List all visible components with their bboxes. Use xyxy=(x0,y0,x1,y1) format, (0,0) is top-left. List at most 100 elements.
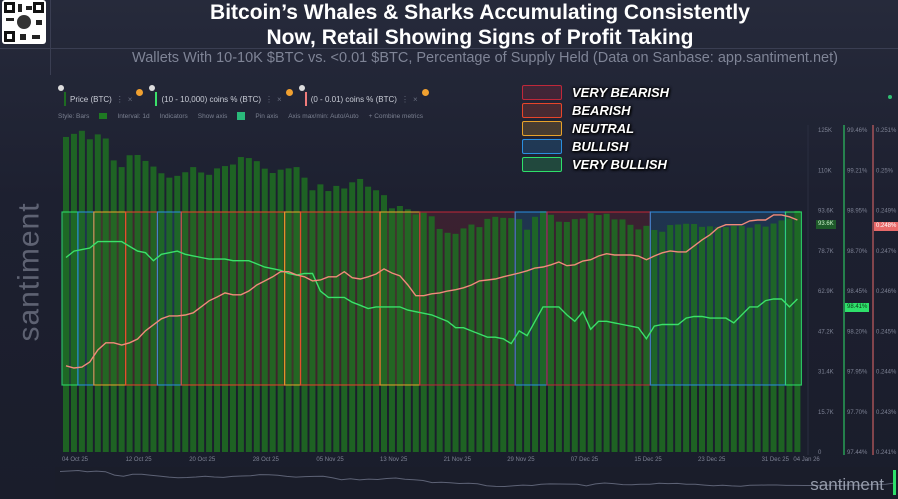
legend-label: VERY BEARISH xyxy=(572,85,670,100)
price-bar xyxy=(516,219,523,452)
legend-swatch xyxy=(522,103,562,118)
price-bar xyxy=(285,168,292,453)
price-bar xyxy=(325,191,332,452)
price-bar xyxy=(603,213,610,452)
metric-label: (0 - 0.01) coins % (BTC) xyxy=(310,94,397,104)
title-line-2: Now, Retail Showing Signs of Profit Taki… xyxy=(266,26,694,49)
alert-dot-icon[interactable] xyxy=(136,88,144,96)
more-icon[interactable]: ⋮ xyxy=(400,94,409,104)
x-axis-tick: 23 Dec 25 xyxy=(698,457,726,463)
more-icon[interactable]: ⋮ xyxy=(115,94,124,104)
price-bar xyxy=(102,138,109,452)
price-bar xyxy=(714,227,721,452)
legend-swatch xyxy=(522,85,562,100)
price-axis-tick: 31.4K xyxy=(818,370,834,376)
price-bar xyxy=(237,157,244,452)
price-bar xyxy=(524,229,531,452)
x-axis-tick: 05 Nov 25 xyxy=(316,457,344,463)
retail-axis-tick: 0.251% xyxy=(876,128,897,134)
price-bar xyxy=(118,167,125,452)
price-bar xyxy=(571,219,578,452)
x-axis-tick: 21 Nov 25 xyxy=(444,457,472,463)
legend-swatch xyxy=(522,157,562,172)
qr-code-icon xyxy=(2,0,46,44)
retail-current-badge: 0.248% xyxy=(874,222,898,231)
metric-retail[interactable]: (0 - 0.01) coins % (BTC) ⋮ × xyxy=(298,85,429,106)
pin-icon[interactable] xyxy=(149,85,156,91)
price-bar xyxy=(110,160,117,453)
alert-dot-icon[interactable] xyxy=(421,88,429,96)
price-bar xyxy=(229,164,236,452)
navigator-handle xyxy=(893,470,896,495)
legend-swatch xyxy=(522,139,562,154)
legend-item: BULLISH xyxy=(522,138,628,155)
price-bar xyxy=(476,227,483,452)
price-bar xyxy=(460,228,467,452)
style-dropdown[interactable]: Style: Bars xyxy=(58,112,90,120)
price-bar xyxy=(691,224,698,452)
price-bar xyxy=(214,168,221,453)
price-bar xyxy=(412,214,419,452)
color-picker[interactable] xyxy=(99,113,108,119)
price-bar xyxy=(635,229,642,452)
interval-dropdown[interactable]: Interval: 1d xyxy=(117,112,150,120)
whales-axis-tick: 97.95% xyxy=(847,370,868,376)
retail-axis-tick: 0.246% xyxy=(876,289,897,295)
price-axis-tick: 125K xyxy=(818,128,832,134)
pin-icon[interactable] xyxy=(58,85,64,91)
price-bar xyxy=(341,188,348,452)
pin-icon[interactable] xyxy=(298,85,305,91)
metric-label: Price (BTC) xyxy=(70,94,112,104)
price-axis-tick: 110K xyxy=(818,168,832,174)
navigator-line xyxy=(59,469,896,488)
price-bar xyxy=(388,208,395,452)
combine-metrics-button[interactable]: + Combine metrics xyxy=(368,112,424,120)
price-bar xyxy=(492,216,499,452)
price-bar xyxy=(174,175,181,453)
page-title: Bitcoin’s Whales & Sharks Accumulating C… xyxy=(150,0,810,50)
show-axis-label: Show axis xyxy=(197,112,228,120)
header-divider-vertical xyxy=(50,0,51,75)
price-bar xyxy=(150,166,157,452)
subtitle: Wallets With 10-10K $BTC vs. <0.01 $BTC,… xyxy=(132,50,838,66)
price-bar xyxy=(126,155,133,452)
price-bar xyxy=(555,221,562,452)
price-bar xyxy=(611,219,618,452)
pin-axis-toggle[interactable]: Pin axis xyxy=(255,112,279,120)
retail-axis-tick: 0.25% xyxy=(876,168,894,174)
whales-axis-tick: 98.70% xyxy=(847,249,868,255)
navigator-panel xyxy=(55,467,898,499)
close-icon[interactable]: × xyxy=(277,94,282,104)
price-axis-tick: 93.6K xyxy=(818,209,834,215)
close-icon[interactable]: × xyxy=(127,94,133,104)
close-icon[interactable]: × xyxy=(412,94,418,104)
x-axis-tick: 12 Oct 25 xyxy=(126,457,153,463)
metric-price[interactable]: Price (BTC) ⋮ × xyxy=(58,85,144,106)
price-bar xyxy=(277,169,284,452)
legend-item: VERY BULLISH xyxy=(522,156,667,173)
indicators-dropdown[interactable]: Indicators xyxy=(159,112,188,120)
price-bar xyxy=(778,220,785,452)
header-divider xyxy=(0,48,898,49)
alert-dot-icon[interactable] xyxy=(285,88,293,96)
x-axis-tick: 28 Oct 25 xyxy=(253,457,280,463)
legend-label: BULLISH xyxy=(572,139,629,154)
whales-axis-tick: 98.20% xyxy=(847,329,868,335)
price-bar xyxy=(78,130,85,452)
metric-whales[interactable]: (10 - 10,000) coins % (BTC) ⋮ × xyxy=(149,85,293,106)
price-bar xyxy=(70,133,77,452)
price-axis-tick: 47.2K xyxy=(818,329,834,335)
more-icon[interactable]: ⋮ xyxy=(265,94,274,104)
retail-axis-tick: 0.245% xyxy=(876,329,897,335)
price-bar xyxy=(373,190,380,453)
show-axis-checkbox[interactable] xyxy=(237,112,246,120)
legend-swatch xyxy=(522,121,562,136)
whales-axis-tick: 97.44% xyxy=(847,450,868,456)
axis-maxmin-dropdown[interactable]: Axis max/min: Auto/Auto xyxy=(288,112,359,120)
price-axis-tick: 78.7K xyxy=(818,249,834,255)
metrics-toolbar: Price (BTC) ⋮ × (10 - 10,000) coins % (B… xyxy=(58,85,429,108)
retail-axis-tick: 0.247% xyxy=(876,249,897,255)
retail-axis-tick: 0.244% xyxy=(876,370,897,376)
